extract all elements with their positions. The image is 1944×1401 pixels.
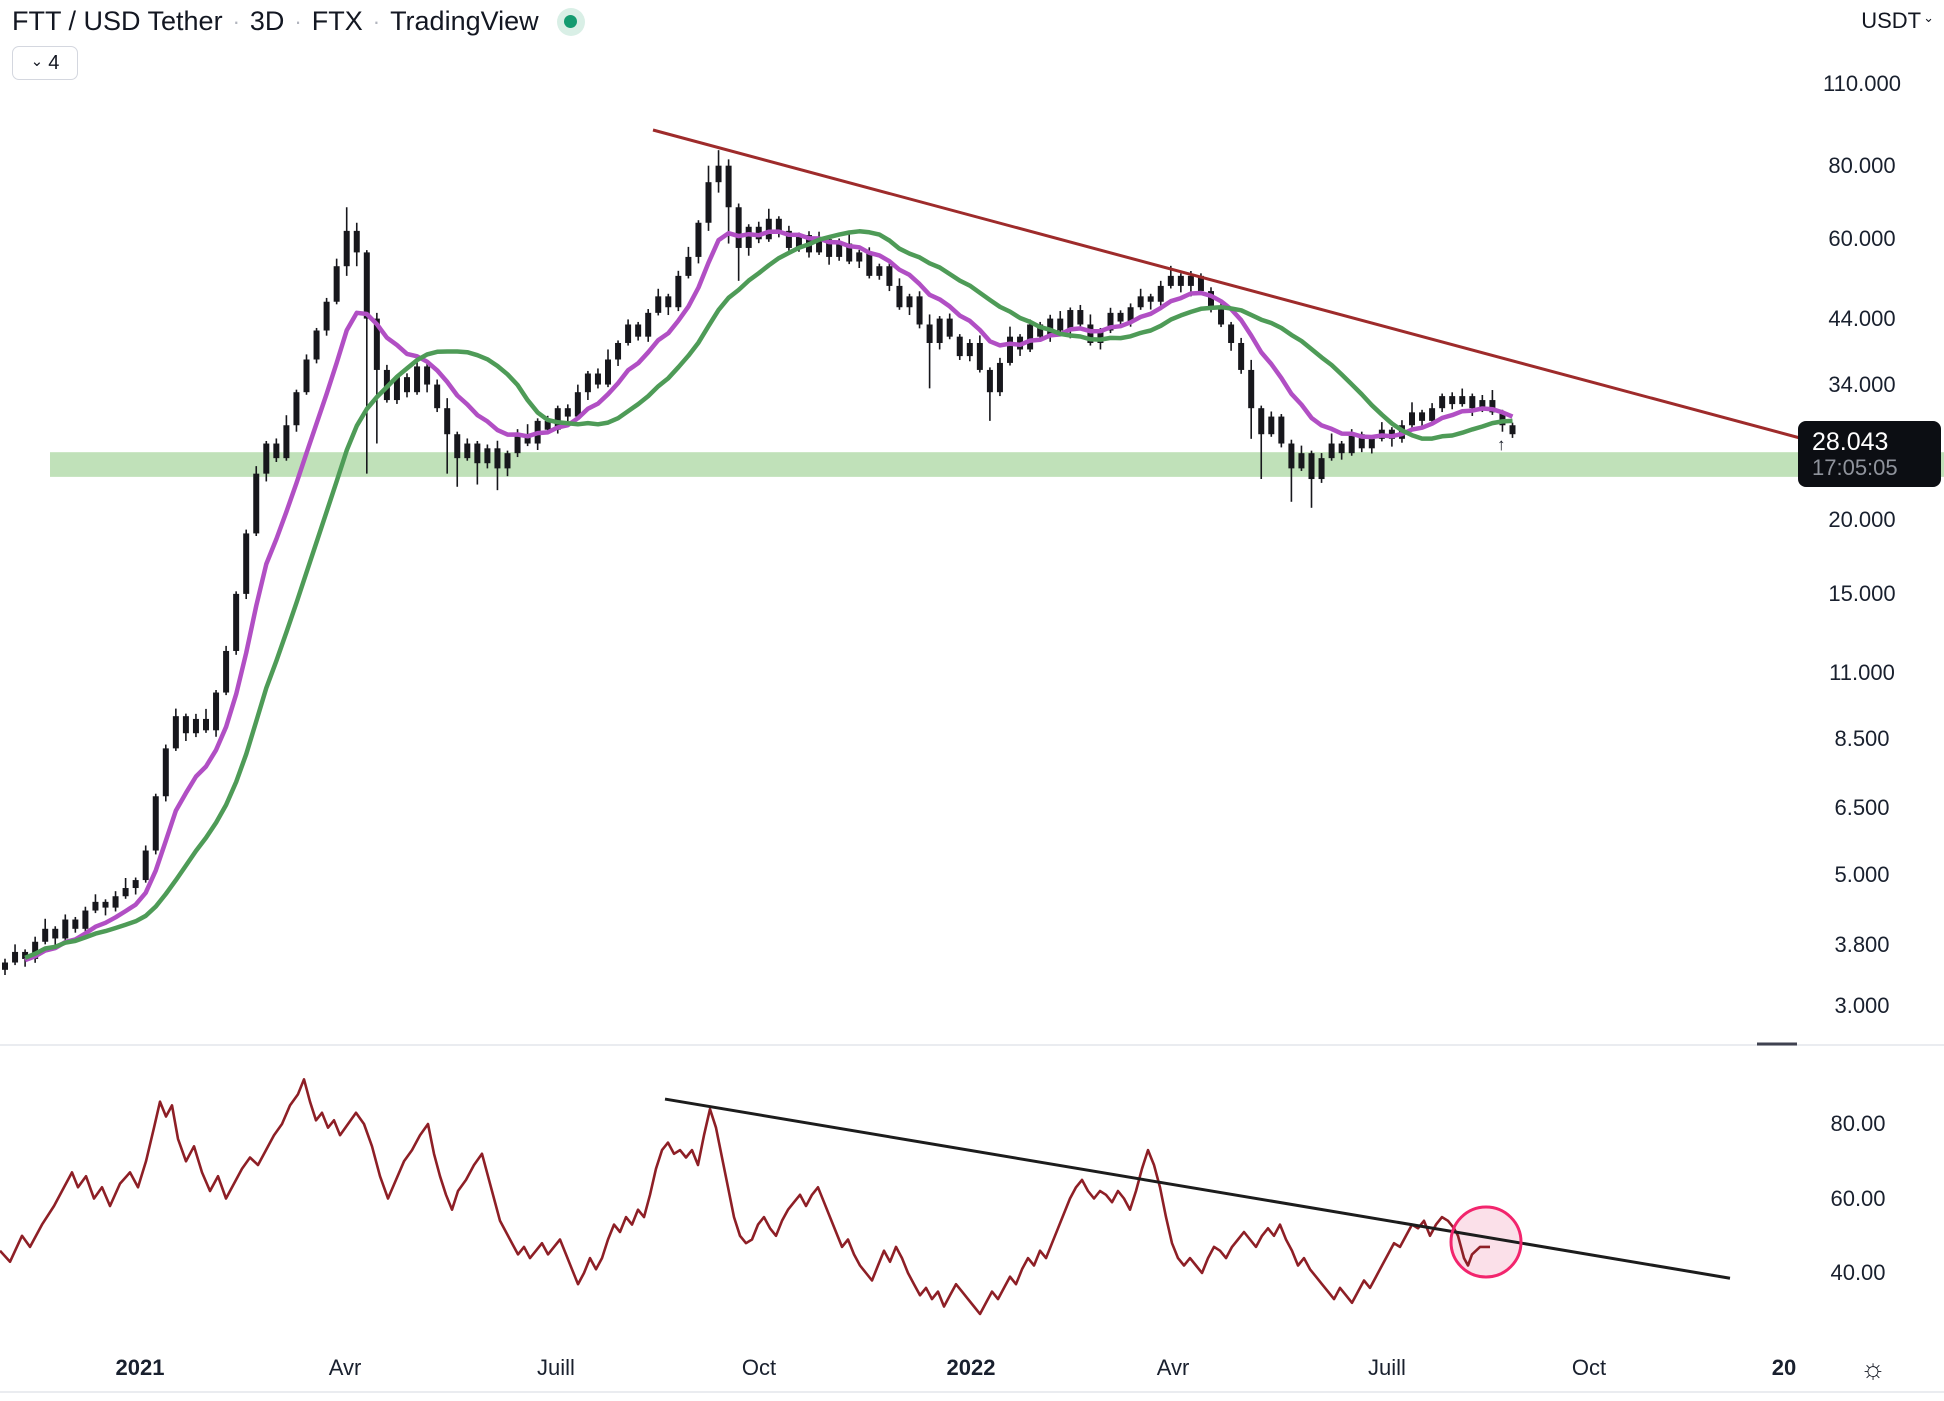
chevron-down-icon: ⌄: [1923, 10, 1934, 25]
separator-dot: ·: [372, 8, 381, 34]
slow-ma-line[interactable]: [24, 229, 1513, 960]
candles-group: [2, 150, 1516, 975]
highlight-circle-fill: [1451, 1207, 1521, 1277]
sun-settings-icon[interactable]: ☼: [1860, 1353, 1886, 1384]
separator-dot: ·: [232, 8, 240, 34]
platform-label[interactable]: TradingView: [390, 6, 539, 36]
separator-dot: ·: [294, 8, 302, 34]
descending-trendline[interactable]: [652, 128, 1801, 440]
oscillator-line[interactable]: [0, 1078, 1490, 1316]
interval-label[interactable]: 3D: [249, 6, 285, 36]
support-zone[interactable]: [50, 452, 1944, 477]
market-status-halo: [556, 7, 585, 36]
last-price-label: 28.043 17:05:05: [1798, 421, 1941, 487]
chevron-down-icon: ⌄: [30, 52, 44, 70]
last-price-value: 28.043: [1812, 427, 1889, 456]
currency-unit-selector[interactable]: USDT ⌄: [1861, 8, 1934, 34]
chart-legend[interactable]: FTT / USD Tether · 3D · FTX · TradingVie…: [12, 6, 585, 37]
highlight-circle[interactable]: [1449, 1205, 1523, 1279]
oscillator-trendline[interactable]: [664, 1097, 1731, 1280]
collapse-indicators-button[interactable]: ⌄ 4: [12, 46, 78, 80]
symbol-title[interactable]: FTT / USD Tether: [12, 6, 223, 36]
currency-label: USDT: [1861, 8, 1922, 33]
market-open-dot-icon: [564, 15, 578, 28]
fast-ma-line[interactable]: [24, 229, 1514, 963]
up-arrow-marker-icon: ↑: [1497, 435, 1506, 454]
indicator-count: 4: [48, 51, 60, 74]
exchange-label[interactable]: FTX: [311, 6, 363, 36]
bar-countdown: 17:05:05: [1812, 455, 1898, 481]
